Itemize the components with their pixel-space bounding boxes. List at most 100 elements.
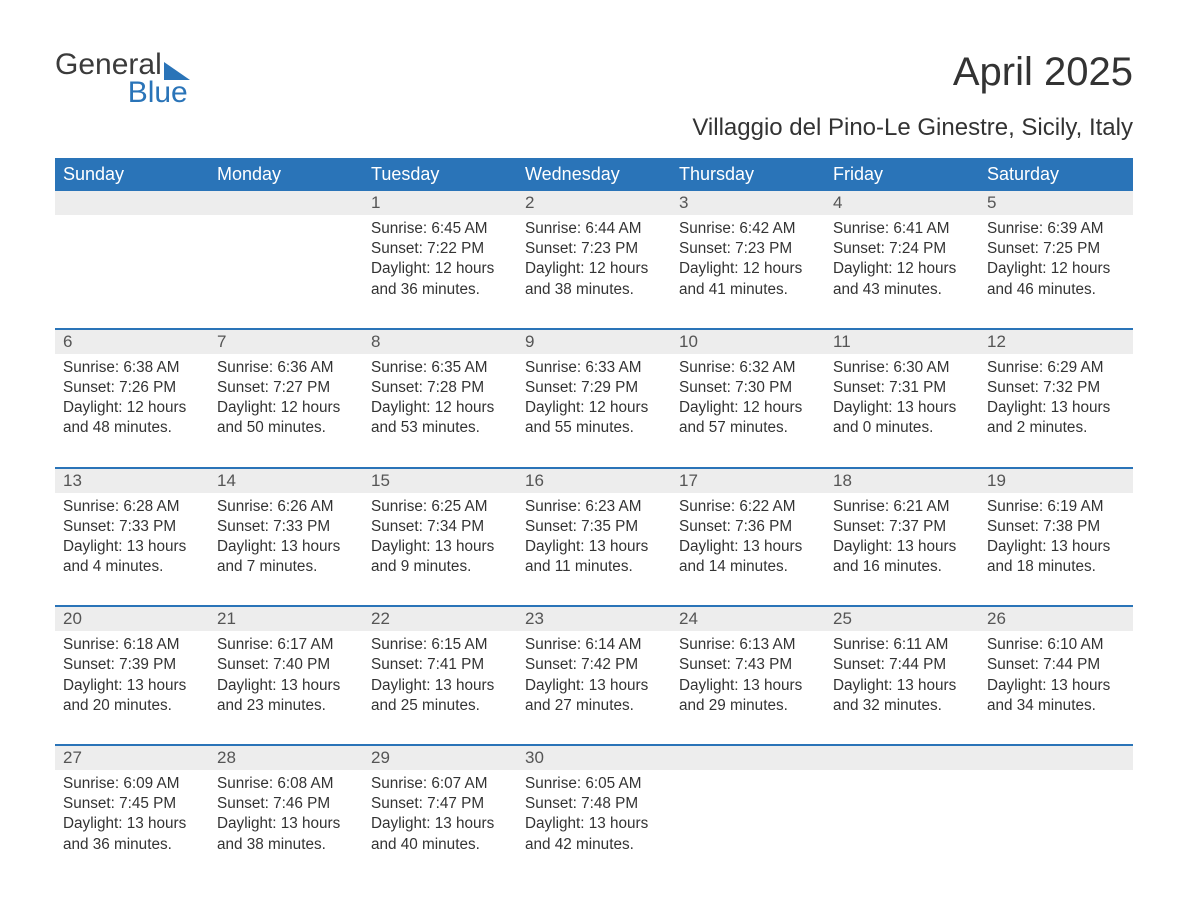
day-content-cell: Sunrise: 6:41 AMSunset: 7:24 PMDaylight:… [825, 215, 979, 329]
sunrise-text: Sunrise: 6:38 AM [63, 358, 201, 378]
day-content-cell: Sunrise: 6:07 AMSunset: 7:47 PMDaylight:… [363, 770, 517, 883]
day-content-cell: Sunrise: 6:25 AMSunset: 7:34 PMDaylight:… [363, 493, 517, 607]
sunrise-text: Sunrise: 6:39 AM [987, 219, 1125, 239]
sunrise-text: Sunrise: 6:09 AM [63, 774, 201, 794]
day-header: Wednesday [517, 158, 671, 191]
sunset-text: Sunset: 7:46 PM [217, 794, 355, 814]
daylight1-text: Daylight: 13 hours [525, 537, 663, 557]
daylight1-text: Daylight: 12 hours [525, 259, 663, 279]
daylight2-text: and 57 minutes. [679, 418, 817, 438]
day-number-cell: 27 [55, 745, 209, 770]
day-number-cell: 3 [671, 191, 825, 215]
sunset-text: Sunset: 7:25 PM [987, 239, 1125, 259]
day-header: Tuesday [363, 158, 517, 191]
sunrise-text: Sunrise: 6:45 AM [371, 219, 509, 239]
daylight2-text: and 29 minutes. [679, 696, 817, 716]
day-number-cell: 17 [671, 468, 825, 493]
day-number-cell: 18 [825, 468, 979, 493]
day-content-cell: Sunrise: 6:21 AMSunset: 7:37 PMDaylight:… [825, 493, 979, 607]
daylight2-text: and 0 minutes. [833, 418, 971, 438]
day-content-cell: Sunrise: 6:26 AMSunset: 7:33 PMDaylight:… [209, 493, 363, 607]
sunset-text: Sunset: 7:36 PM [679, 517, 817, 537]
sunrise-text: Sunrise: 6:22 AM [679, 497, 817, 517]
sunrise-text: Sunrise: 6:23 AM [525, 497, 663, 517]
daylight1-text: Daylight: 12 hours [371, 398, 509, 418]
daylight1-text: Daylight: 13 hours [679, 676, 817, 696]
sunset-text: Sunset: 7:35 PM [525, 517, 663, 537]
daylight2-text: and 46 minutes. [987, 280, 1125, 300]
daylight2-text: and 50 minutes. [217, 418, 355, 438]
daylight2-text: and 43 minutes. [833, 280, 971, 300]
location-subtitle: Villaggio del Pino-Le Ginestre, Sicily, … [55, 114, 1133, 142]
sunset-text: Sunset: 7:47 PM [371, 794, 509, 814]
daylight1-text: Daylight: 13 hours [525, 676, 663, 696]
day-number-cell: 22 [363, 606, 517, 631]
sunset-text: Sunset: 7:33 PM [217, 517, 355, 537]
sunset-text: Sunset: 7:34 PM [371, 517, 509, 537]
day-number-cell: 5 [979, 191, 1133, 215]
calendar-table: Sunday Monday Tuesday Wednesday Thursday… [55, 158, 1133, 883]
day-number-cell: 8 [363, 329, 517, 354]
daylight1-text: Daylight: 13 hours [371, 676, 509, 696]
day-content-cell: Sunrise: 6:33 AMSunset: 7:29 PMDaylight:… [517, 354, 671, 468]
daylight1-text: Daylight: 13 hours [63, 814, 201, 834]
daylight2-text: and 20 minutes. [63, 696, 201, 716]
daylight2-text: and 25 minutes. [371, 696, 509, 716]
sunset-text: Sunset: 7:29 PM [525, 378, 663, 398]
sunset-text: Sunset: 7:27 PM [217, 378, 355, 398]
daylight1-text: Daylight: 13 hours [987, 537, 1125, 557]
day-content-cell: Sunrise: 6:30 AMSunset: 7:31 PMDaylight:… [825, 354, 979, 468]
sunset-text: Sunset: 7:44 PM [987, 655, 1125, 675]
day-content-cell: Sunrise: 6:42 AMSunset: 7:23 PMDaylight:… [671, 215, 825, 329]
daylight2-text: and 42 minutes. [525, 835, 663, 855]
daynum-row: 12345 [55, 191, 1133, 215]
daylight2-text: and 32 minutes. [833, 696, 971, 716]
daylight1-text: Daylight: 13 hours [217, 676, 355, 696]
day-header: Sunday [55, 158, 209, 191]
daylight1-text: Daylight: 13 hours [371, 537, 509, 557]
day-content-cell: Sunrise: 6:19 AMSunset: 7:38 PMDaylight:… [979, 493, 1133, 607]
sunrise-text: Sunrise: 6:33 AM [525, 358, 663, 378]
daylight1-text: Daylight: 13 hours [217, 537, 355, 557]
day-content-cell: Sunrise: 6:29 AMSunset: 7:32 PMDaylight:… [979, 354, 1133, 468]
sunset-text: Sunset: 7:41 PM [371, 655, 509, 675]
daylight1-text: Daylight: 13 hours [63, 676, 201, 696]
content-row: Sunrise: 6:38 AMSunset: 7:26 PMDaylight:… [55, 354, 1133, 468]
day-content-cell [825, 770, 979, 883]
sunset-text: Sunset: 7:40 PM [217, 655, 355, 675]
daylight1-text: Daylight: 13 hours [833, 398, 971, 418]
sunset-text: Sunset: 7:24 PM [833, 239, 971, 259]
sunset-text: Sunset: 7:22 PM [371, 239, 509, 259]
logo: General Blue [55, 50, 192, 108]
daylight2-text: and 16 minutes. [833, 557, 971, 577]
day-number-cell: 21 [209, 606, 363, 631]
sunset-text: Sunset: 7:39 PM [63, 655, 201, 675]
daylight1-text: Daylight: 13 hours [833, 537, 971, 557]
sunrise-text: Sunrise: 6:19 AM [987, 497, 1125, 517]
daylight1-text: Daylight: 13 hours [371, 814, 509, 834]
day-content-cell: Sunrise: 6:23 AMSunset: 7:35 PMDaylight:… [517, 493, 671, 607]
day-number-cell: 24 [671, 606, 825, 631]
daylight2-text: and 4 minutes. [63, 557, 201, 577]
daylight1-text: Daylight: 12 hours [833, 259, 971, 279]
day-content-cell: Sunrise: 6:18 AMSunset: 7:39 PMDaylight:… [55, 631, 209, 745]
daylight2-text: and 36 minutes. [63, 835, 201, 855]
sunrise-text: Sunrise: 6:26 AM [217, 497, 355, 517]
day-number-cell: 10 [671, 329, 825, 354]
sunrise-text: Sunrise: 6:11 AM [833, 635, 971, 655]
content-row: Sunrise: 6:09 AMSunset: 7:45 PMDaylight:… [55, 770, 1133, 883]
day-number-cell: 20 [55, 606, 209, 631]
sunrise-text: Sunrise: 6:36 AM [217, 358, 355, 378]
sunset-text: Sunset: 7:33 PM [63, 517, 201, 537]
day-content-cell: Sunrise: 6:14 AMSunset: 7:42 PMDaylight:… [517, 631, 671, 745]
day-header-row: Sunday Monday Tuesday Wednesday Thursday… [55, 158, 1133, 191]
content-row: Sunrise: 6:18 AMSunset: 7:39 PMDaylight:… [55, 631, 1133, 745]
sunrise-text: Sunrise: 6:44 AM [525, 219, 663, 239]
daylight2-text: and 27 minutes. [525, 696, 663, 716]
day-number-cell [671, 745, 825, 770]
daylight1-text: Daylight: 13 hours [525, 814, 663, 834]
sunset-text: Sunset: 7:28 PM [371, 378, 509, 398]
day-number-cell: 26 [979, 606, 1133, 631]
day-content-cell: Sunrise: 6:44 AMSunset: 7:23 PMDaylight:… [517, 215, 671, 329]
sunrise-text: Sunrise: 6:07 AM [371, 774, 509, 794]
